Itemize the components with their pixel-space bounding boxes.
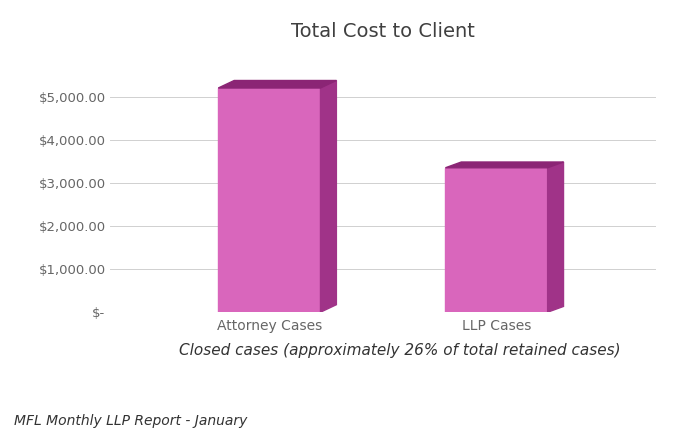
Polygon shape: [218, 80, 337, 88]
Text: MFL Monthly LLP Report - January: MFL Monthly LLP Report - January: [14, 414, 247, 429]
Polygon shape: [320, 80, 337, 312]
Polygon shape: [446, 162, 564, 168]
Title: Total Cost to Client: Total Cost to Client: [291, 22, 475, 41]
Text: Closed cases (approximately 26% of total retained cases): Closed cases (approximately 26% of total…: [179, 343, 621, 358]
Bar: [446, 168, 548, 312]
Polygon shape: [548, 162, 564, 312]
Bar: [218, 88, 320, 312]
